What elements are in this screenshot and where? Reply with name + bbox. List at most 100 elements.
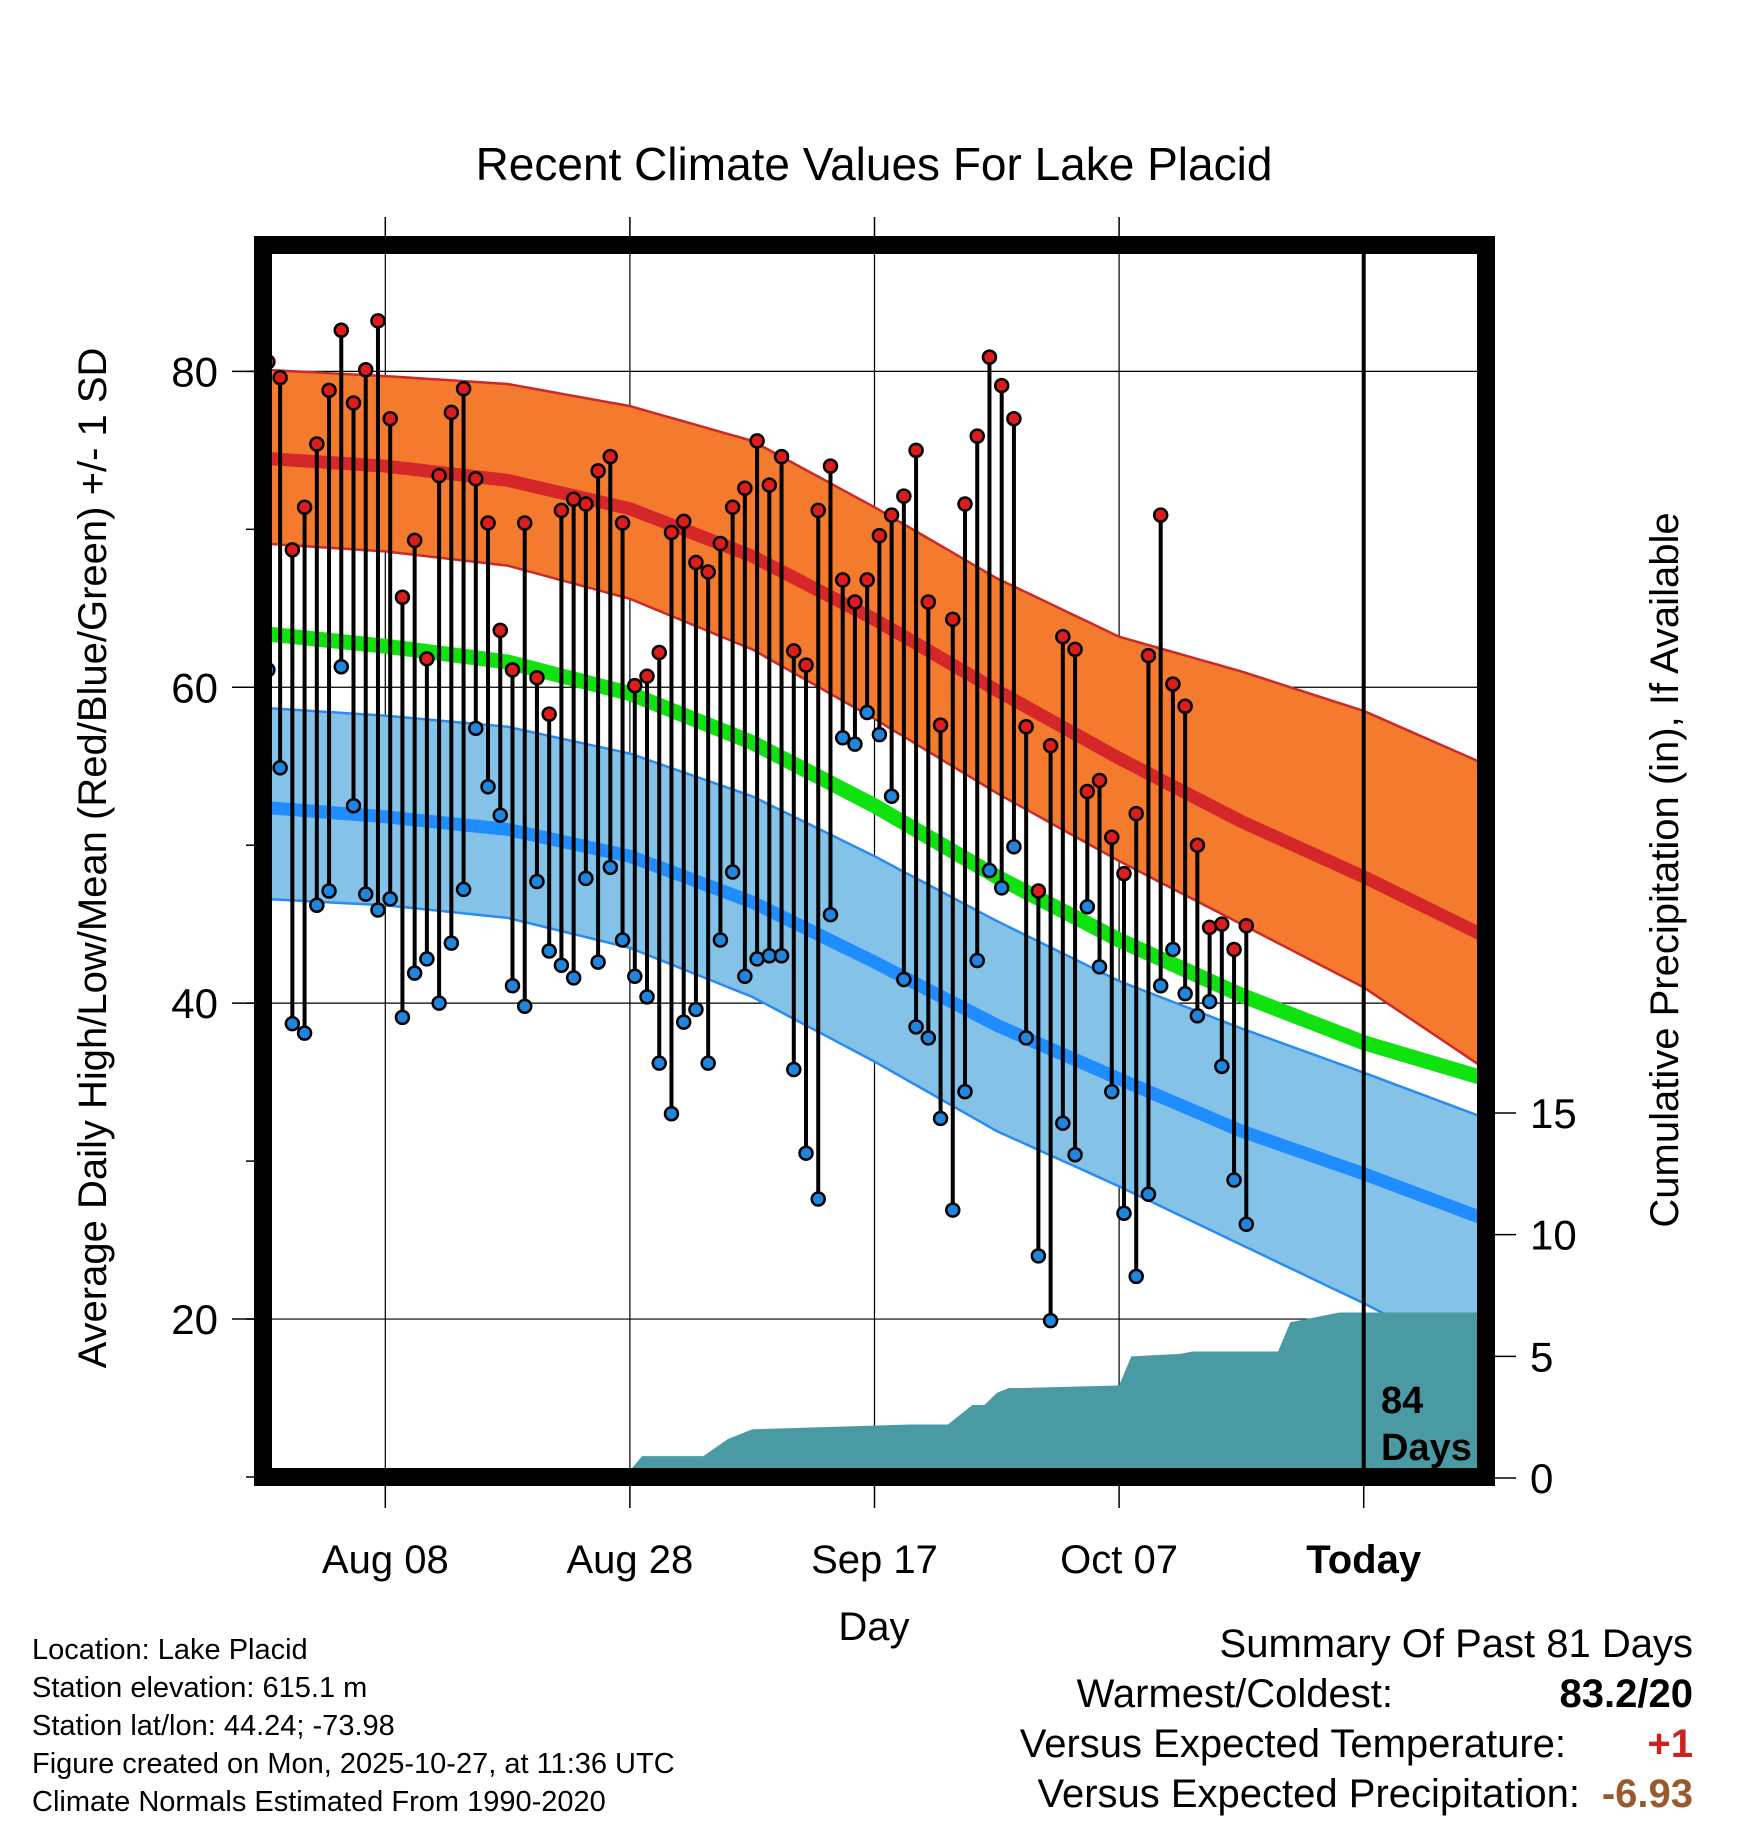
daily-high-point [431, 467, 447, 484]
daily-low-point [1030, 1248, 1047, 1264]
daily-high-point [993, 377, 1010, 394]
daily-high-point [357, 362, 374, 378]
daily-low-point [896, 971, 912, 988]
y-tick-label: 20 [171, 1296, 218, 1343]
daily-low-point [602, 859, 619, 876]
y2-tick-label: 0 [1530, 1455, 1553, 1502]
daily-low-point [394, 1009, 411, 1026]
daily-low-point [847, 736, 863, 752]
daily-high-point [1201, 919, 1218, 936]
x-tick-label: Today [1306, 1538, 1422, 1582]
daily-high-point [859, 572, 875, 588]
summary-precip-label: Versus Expected Precipitation: [1037, 1772, 1580, 1816]
daily-low-point [370, 902, 386, 918]
daily-high-point [1177, 698, 1193, 714]
daily-low-point [969, 952, 985, 969]
daily-high-point [712, 535, 729, 552]
daily-high-point [724, 499, 741, 515]
daily-low-point [993, 880, 1010, 896]
daily-low-point [1104, 1083, 1120, 1100]
daily-low-point [590, 954, 606, 970]
daily-low-point [1091, 959, 1108, 975]
daily-low-point [284, 1015, 301, 1032]
daily-low-point [859, 704, 875, 721]
daily-low-point [272, 760, 288, 776]
normal-high-line [263, 451, 1486, 943]
daily-high-point [578, 496, 594, 512]
daily-low-point [419, 951, 435, 967]
daily-high-point [675, 513, 692, 530]
summary-heading: Summary Of Past 81 Days [1219, 1622, 1693, 1666]
high-sd-band [263, 368, 1486, 1071]
daily-low-point [1189, 1008, 1206, 1024]
y-axis-label: Average Daily High/Low/Mean (Red/Blue/Gr… [71, 348, 115, 1369]
daily-low-point [724, 864, 741, 880]
daily-high-point [602, 448, 619, 465]
daily-low-point [1042, 1312, 1059, 1329]
daily-low-point [1018, 1030, 1034, 1046]
daily-high-point [382, 410, 398, 427]
daily-high-point [749, 433, 765, 449]
daily-low-point [798, 1145, 814, 1161]
daily-high-point [492, 622, 509, 639]
daily-low-point [1055, 1115, 1071, 1131]
daily-low-point [1177, 985, 1193, 1002]
daily-low-point [749, 951, 765, 967]
daily-low-point [651, 1055, 668, 1071]
daily-high-point [309, 436, 325, 452]
daily-high-point [1140, 647, 1157, 664]
cumulative-precip-area [583, 1312, 1486, 1477]
daily-high-point [1055, 628, 1071, 645]
daily-high-point [1042, 737, 1059, 754]
y2-axis-label: Cumulative Precipitation (in), If Availa… [1643, 512, 1687, 1227]
footer-created: Figure created on Mon, 2025-10-27, at 11… [32, 1748, 675, 1780]
normal-low-line [263, 800, 1486, 1226]
footer-location: Location: Lake Placid [32, 1634, 308, 1666]
daily-low-point [908, 1019, 924, 1035]
daily-low-point [1079, 899, 1096, 915]
daily-low-point [627, 968, 643, 985]
daily-high-point [761, 477, 778, 493]
daily-high-point [957, 496, 973, 512]
daily-low-point [468, 720, 484, 737]
daily-high-point [688, 554, 704, 571]
y2-tick-label: 10 [1530, 1212, 1577, 1259]
today-days-count: 84 [1381, 1380, 1423, 1422]
daily-low-point [786, 1061, 802, 1078]
daily-high-point [798, 657, 814, 673]
daily-high-point [737, 480, 753, 496]
daily-high-point [504, 662, 521, 678]
daily-high-point [553, 502, 570, 519]
x-tick-label: Aug 28 [567, 1538, 694, 1582]
daily-high-point [1079, 783, 1096, 800]
x-tick-label: Oct 07 [1060, 1538, 1178, 1582]
daily-low-point [1165, 941, 1181, 958]
daily-high-point [1165, 676, 1181, 692]
axes: 20 40 60 80 Aug 08 Aug 28 Sep 17 Oct 07 Today 0 5 1… [171, 217, 1577, 1582]
daily-low-point [333, 658, 350, 675]
summary-temp-label: Versus Expected Temperature: [1019, 1722, 1566, 1766]
daily-high-point [773, 448, 790, 465]
daily-low-point [810, 1191, 826, 1207]
daily-low-point [1152, 978, 1169, 994]
daily-high-point [871, 527, 888, 544]
x-axis-label: Day [838, 1605, 909, 1649]
daily-high-point [590, 463, 606, 479]
daily-low-point [737, 968, 753, 985]
daily-low-point [1067, 1147, 1083, 1163]
daily-low-point [1006, 839, 1022, 855]
daily-high-point [455, 380, 472, 397]
daily-high-point [480, 515, 496, 531]
daily-low-point [480, 779, 496, 795]
daily-high-point [639, 668, 655, 684]
daily-high-point [1238, 918, 1255, 934]
daily-low-point [382, 891, 398, 907]
daily-high-point [1226, 941, 1242, 958]
daily-high-point [981, 349, 998, 365]
daily-low-point [957, 1083, 973, 1100]
daily-high-point [1116, 865, 1132, 882]
daily-low-point [1201, 993, 1218, 1010]
y-tick-label: 80 [171, 348, 218, 395]
daily-low-point [296, 1025, 313, 1041]
